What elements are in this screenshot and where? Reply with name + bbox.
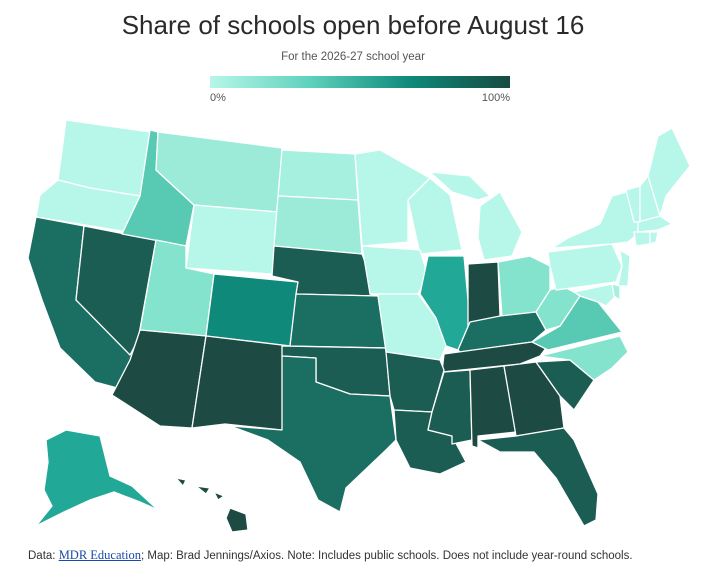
state-texas[interactable] xyxy=(229,355,397,513)
footer-note: Data: MDR Education; Map: Brad Jennings/… xyxy=(28,548,633,563)
state-massachusetts[interactable] xyxy=(637,215,673,233)
state-north-dakota[interactable] xyxy=(277,149,359,201)
state-wisconsin[interactable] xyxy=(407,177,463,255)
state-florida[interactable] xyxy=(477,427,599,527)
legend-max-label: 100% xyxy=(481,92,510,104)
state-pennsylvania[interactable] xyxy=(547,243,623,291)
map-subtitle: For the 2026-27 school year xyxy=(281,51,425,63)
footer-prefix: Data: xyxy=(28,550,59,562)
state-new-mexico[interactable] xyxy=(191,335,291,431)
legend-color-scale xyxy=(210,76,510,88)
state-delaware[interactable] xyxy=(611,283,621,301)
legend-min-label: 0% xyxy=(210,92,226,104)
state-iowa[interactable] xyxy=(361,245,429,295)
state-kansas[interactable] xyxy=(289,293,387,349)
state-illinois[interactable] xyxy=(419,255,471,351)
state-wyoming[interactable] xyxy=(185,204,279,275)
state-alaska[interactable] xyxy=(35,429,159,527)
state-south-carolina[interactable] xyxy=(535,359,595,411)
state-north-carolina[interactable] xyxy=(539,335,629,381)
state-missouri[interactable] xyxy=(369,293,447,361)
state-rhode-island[interactable] xyxy=(649,231,659,245)
state-hawaii[interactable] xyxy=(175,477,249,533)
state-connecticut[interactable] xyxy=(633,231,651,247)
map-title: Share of schools open before August 16 xyxy=(121,10,585,40)
footer-text: ; Map: Brad Jennings/Axios. Note: Includ… xyxy=(140,550,633,562)
state-colorado[interactable] xyxy=(205,273,299,347)
state-south-dakota[interactable] xyxy=(273,195,363,255)
us-states-map xyxy=(27,119,691,533)
state-new-jersey[interactable] xyxy=(617,249,631,287)
state-michigan[interactable] xyxy=(429,171,523,261)
source-link[interactable]: MDR Education xyxy=(58,548,141,562)
state-new-york[interactable] xyxy=(551,189,641,249)
